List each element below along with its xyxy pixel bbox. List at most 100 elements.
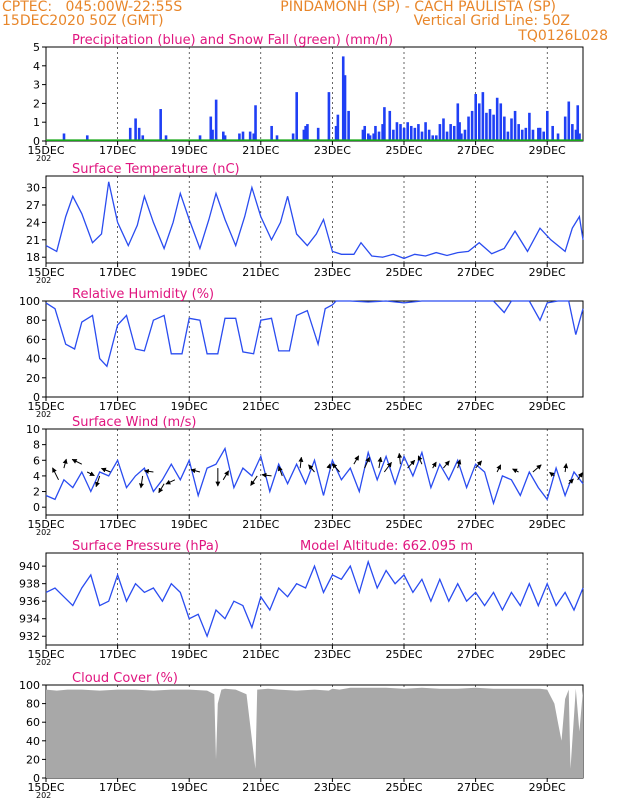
precip-bar: [252, 133, 256, 141]
y-tick-label: 0: [33, 135, 40, 148]
panel-wind: 0 2 4 6 8 10 15DEC 17DEC 19DEC 21DEC 23DEC 25DEC 27D…: [26, 415, 584, 537]
precip-bar: [510, 118, 513, 141]
wind-arrow: [563, 463, 569, 473]
x-tick-label: 25DEC: [385, 518, 422, 531]
series-line: [45, 181, 584, 260]
precip-bar: [363, 125, 367, 141]
y-tick-label: 932: [19, 630, 40, 643]
header-grid-line: Vertical Grid Line: 50Z: [413, 13, 570, 29]
wind-arrow: [86, 471, 95, 477]
precip-bar: [291, 133, 295, 141]
panel-temperature: 18 21 24 27 30 15DEC 17DEC 19DEC 21DEC 23DEC 25DEC…: [26, 162, 584, 285]
x-tick-label: 29DEC: [529, 400, 566, 413]
y-tick-label: 100: [19, 295, 40, 308]
header-date: 15DEC2020 50Z (GMT): [2, 13, 164, 29]
header-location: CPTEC: 045:00W-22:55S: [2, 0, 183, 15]
precip-bar: [460, 133, 463, 141]
precip-bar: [528, 112, 531, 141]
precip-bar: [424, 122, 427, 141]
precip-bar: [495, 97, 499, 141]
y-tick-label: 40: [26, 353, 40, 366]
precip-bar: [456, 103, 460, 141]
precip-bar: [438, 124, 442, 141]
panel-title: Cloud Cover (%): [72, 671, 178, 686]
x-tick-label: 23DEC: [314, 400, 351, 413]
wind-arrow: [512, 468, 519, 474]
wind-arrow: [298, 456, 304, 469]
x-tick-label: 29DEC: [529, 266, 566, 279]
wind-arrow: [377, 456, 383, 469]
y-tick-label: 30: [26, 182, 40, 195]
precip-bar: [576, 105, 580, 141]
wind-arrow: [190, 468, 201, 474]
precip-bar: [304, 125, 307, 141]
precip-bar: [270, 125, 273, 141]
panel-frame: [45, 175, 584, 264]
precip-bar: [470, 110, 474, 141]
x-tick-label: 15DEC: [27, 781, 64, 794]
precip-bar: [567, 101, 571, 141]
precip-bar: [413, 127, 417, 141]
precip-bar: [499, 103, 503, 141]
y-tick-label: 4: [33, 60, 40, 73]
x-tick-label: 19DEC: [171, 518, 208, 531]
y-tick-label: 60: [26, 716, 40, 729]
precip-bar: [571, 124, 574, 141]
panel-annotation: Model Altitude: 662.095 m: [300, 539, 473, 554]
x-tick-label: 27DEC: [457, 781, 494, 794]
precip-bar: [254, 105, 257, 141]
precip-bar: [485, 112, 488, 141]
wind-arrow: [549, 471, 555, 478]
precip-bar: [248, 131, 252, 141]
precip-bar: [488, 109, 492, 141]
wind-arrow: [442, 460, 450, 469]
precip-bar: [159, 109, 162, 141]
series-line: [45, 446, 584, 506]
precip-bar: [445, 131, 449, 141]
x-tick-label: 15DEC: [27, 266, 64, 279]
wind-arrow: [568, 478, 574, 485]
x-tick-label: 17DEC: [99, 518, 136, 531]
y-tick-label: 6: [33, 454, 40, 467]
precip-bar: [531, 129, 535, 141]
wind-arrow: [165, 479, 176, 485]
y-tick-label: 3: [33, 79, 40, 92]
x-tick-label: 23DEC: [314, 144, 351, 157]
precip-bar: [551, 125, 554, 141]
y-tick-label: 20: [26, 753, 40, 766]
x-tick-label: 27DEC: [457, 144, 494, 157]
precip-bar: [302, 129, 306, 141]
wind-arrow: [475, 460, 482, 469]
y-tick-label: 24: [26, 216, 40, 229]
y-tick-label: 60: [26, 333, 40, 346]
precip-bar: [520, 129, 524, 141]
x-tick-label: 27DEC: [457, 266, 494, 279]
wind-arrow: [52, 467, 59, 481]
precip-bar: [463, 129, 467, 141]
wind-arrow: [397, 452, 403, 465]
panel-title: Surface Temperature (nC): [72, 162, 240, 177]
y-tick-label: 40: [26, 735, 40, 748]
wind-arrow: [139, 475, 144, 489]
precip-bar: [417, 124, 420, 141]
x-tick-label: 27DEC: [457, 648, 494, 661]
x-year-label: 202: [36, 528, 51, 537]
x-tick-label: 25DEC: [385, 266, 422, 279]
precip-bar: [137, 127, 141, 141]
y-tick-label: 100: [19, 679, 40, 692]
precip-bar: [164, 135, 168, 141]
x-tick-label: 19DEC: [171, 144, 208, 157]
x-tick-label: 29DEC: [529, 648, 566, 661]
wind-arrow: [71, 458, 83, 465]
precip-bar: [381, 124, 384, 141]
x-tick-label: 23DEC: [314, 648, 351, 661]
y-tick-label: 0: [33, 501, 40, 514]
wind-arrow: [250, 475, 258, 486]
x-tick-label: 21DEC: [242, 144, 279, 157]
precip-bar: [275, 135, 279, 141]
precip-bar: [538, 127, 542, 141]
precip-bar: [503, 116, 506, 141]
wind-arrow: [496, 464, 502, 473]
wind-arrow: [407, 459, 416, 469]
precip-bar: [513, 110, 517, 141]
